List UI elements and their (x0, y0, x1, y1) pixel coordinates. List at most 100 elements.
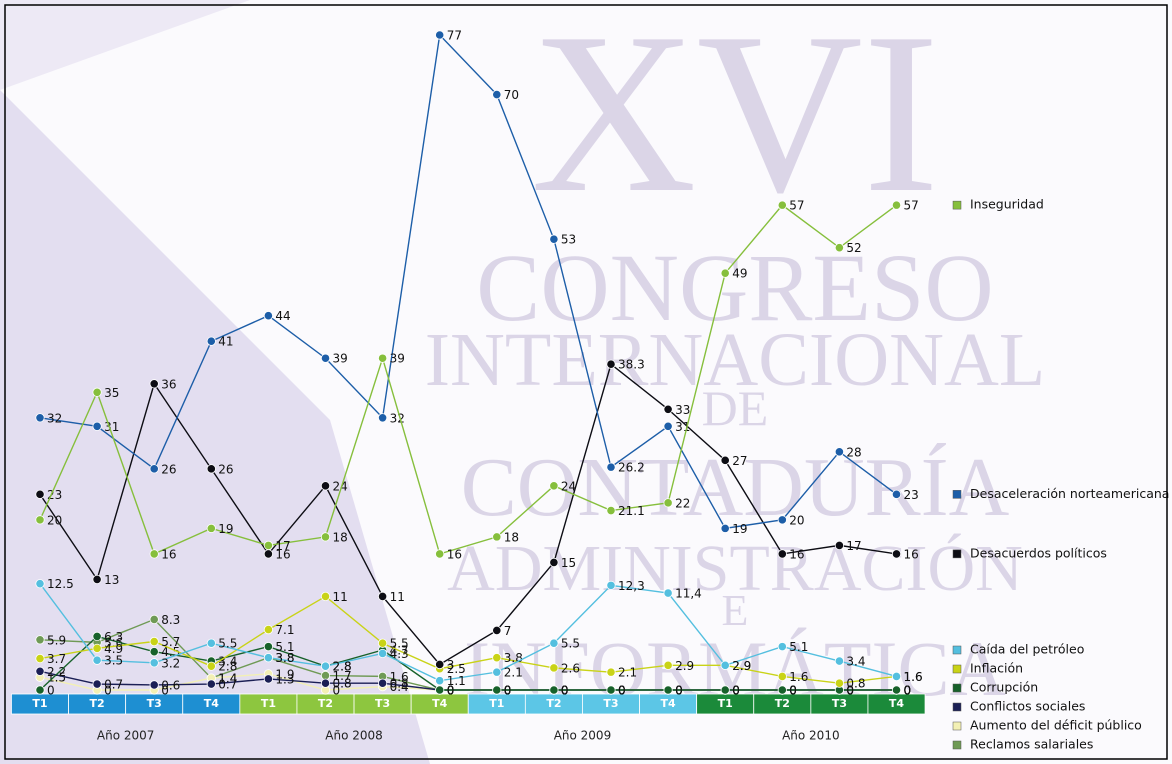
data-label: 2.1 (618, 666, 637, 680)
data-point (834, 243, 845, 253)
data-label: 17 (275, 539, 290, 553)
series-line (39, 363, 897, 666)
data-label: 1.6 (904, 670, 923, 684)
data-label: 5.7 (161, 635, 180, 649)
data-label: 28 (846, 445, 861, 459)
data-label: 1.9 (275, 667, 294, 681)
data-point (377, 591, 388, 602)
data-point (320, 670, 331, 681)
data-point (92, 421, 102, 431)
legend-swatch (952, 702, 962, 712)
data-point (92, 387, 102, 397)
x-tick-label: T2 (546, 697, 561, 710)
data-point (435, 685, 445, 695)
data-point (149, 379, 159, 389)
data-label: 19 (732, 522, 747, 536)
data-label: 0.7 (104, 678, 123, 692)
watermark-text: ADMINISTRACIÓN (447, 532, 1023, 605)
legend-swatch (952, 490, 962, 499)
data-label: 2.1 (504, 666, 523, 680)
data-point (891, 489, 902, 499)
data-label: 1.6 (789, 670, 808, 684)
legend-label: Inseguridad (970, 197, 1044, 212)
data-point (606, 580, 616, 590)
data-point (834, 656, 845, 666)
data-label: 17 (846, 539, 861, 553)
data-label: 0 (504, 684, 512, 698)
x-tick-label: T4 (204, 697, 220, 710)
data-point (549, 234, 559, 244)
data-point (149, 464, 159, 474)
data-label: 1.1 (447, 674, 466, 688)
data-label: 44 (275, 309, 290, 323)
data-label: 0 (161, 684, 169, 698)
data-label: 3.8 (275, 651, 294, 665)
data-label: 5.5 (390, 637, 409, 651)
data-point (92, 679, 102, 689)
data-label: 3.2 (161, 656, 180, 670)
data-point (149, 614, 159, 624)
legend-swatch (952, 721, 962, 731)
data-label: 22 (675, 496, 690, 510)
data-point (377, 638, 388, 648)
data-point (206, 523, 216, 533)
x-tick-label: T1 (261, 697, 276, 710)
x-tick-label: T1 (32, 697, 47, 710)
data-label: 3.4 (846, 655, 865, 669)
year-label: Año 2007 (97, 729, 155, 743)
data-point (320, 591, 331, 602)
data-point (263, 625, 273, 635)
data-point (377, 648, 388, 659)
x-tick-label: T3 (832, 697, 847, 710)
data-label: 21.1 (618, 504, 645, 518)
data-label: 23 (47, 488, 62, 502)
data-label: 12,3 (618, 579, 645, 593)
legend-label: Reclamos salariales (970, 737, 1093, 752)
data-label: 24 (561, 479, 576, 493)
data-label: 41 (218, 335, 233, 349)
data-label: 15 (561, 556, 576, 570)
data-point (720, 660, 730, 670)
data-point (149, 658, 159, 668)
data-label: 1.6 (390, 670, 409, 684)
data-point (663, 404, 673, 414)
data-point (435, 549, 445, 559)
data-label: 0 (789, 684, 797, 698)
data-label: 0 (333, 684, 341, 698)
year-label: Año 2009 (554, 729, 612, 743)
legend-swatch (952, 549, 962, 559)
x-tick-label: T4 (661, 697, 677, 710)
data-label: 0 (47, 684, 55, 698)
data-label: 1.7 (333, 669, 352, 683)
data-label: 0.4 (390, 680, 409, 694)
series-line (39, 33, 897, 530)
data-point (777, 685, 787, 695)
data-label: 5.5 (218, 637, 237, 651)
data-label: 32 (47, 411, 62, 425)
data-label: 1.6 (904, 670, 923, 684)
data-point (263, 642, 273, 652)
data-label: 2.5 (447, 662, 466, 676)
data-point (606, 505, 616, 516)
data-point (35, 515, 45, 525)
data-point (549, 663, 559, 673)
x-tick-label: T4 (432, 697, 448, 710)
data-point (35, 489, 45, 499)
legend-swatch (952, 740, 962, 750)
watermark-text: E (722, 586, 749, 635)
data-point (149, 636, 159, 647)
data-label: 77 (447, 29, 462, 43)
legend-swatch (952, 645, 962, 655)
x-tick-label: T2 (775, 697, 790, 710)
data-point (663, 685, 673, 695)
x-tick-label: T3 (603, 697, 618, 710)
data-point (891, 200, 902, 210)
data-point (35, 579, 45, 589)
x-tick-label: T3 (375, 697, 390, 710)
data-label: 52 (846, 241, 861, 255)
data-label: 12.5 (47, 577, 74, 591)
legend-label: Desacuerdos políticos (970, 545, 1107, 560)
data-label: 2.9 (675, 659, 694, 673)
data-label: 1.3 (275, 672, 294, 686)
